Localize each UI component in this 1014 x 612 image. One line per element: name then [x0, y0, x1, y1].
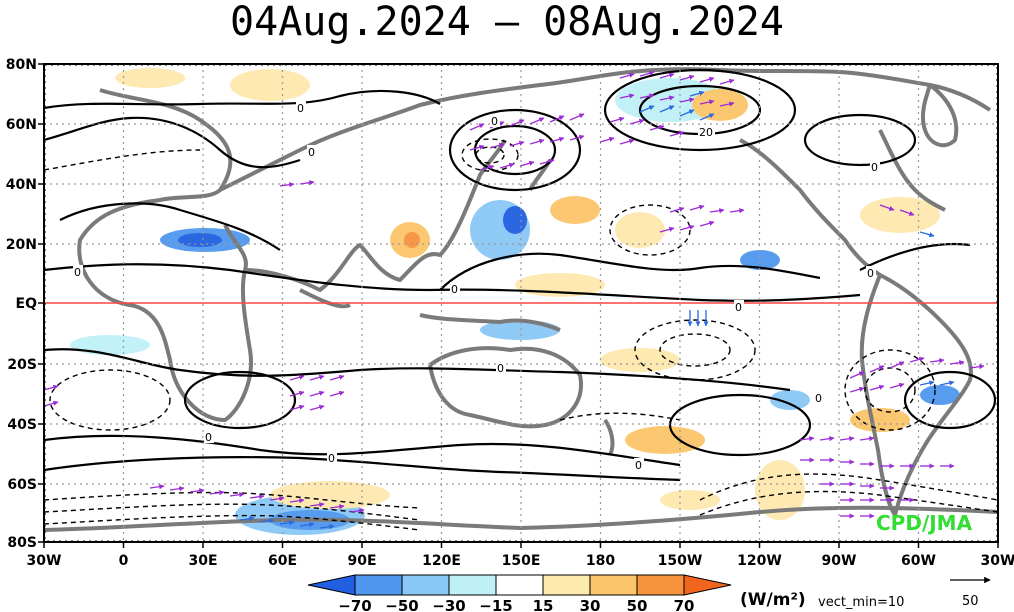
lon-label: 60W [901, 553, 936, 569]
colorbar-tick: 30 [580, 597, 601, 612]
lon-label: 30W [27, 553, 62, 569]
contour-label: 0 [735, 301, 742, 314]
lon-label: 30E [188, 553, 217, 569]
colorbar-segment [636, 574, 685, 596]
colorbar-segment [495, 574, 544, 596]
colorbar-segment [307, 574, 356, 596]
lon-label: 150E [502, 553, 541, 569]
lon-label: 120W [737, 553, 782, 569]
contour-label: 0 [867, 267, 874, 280]
lat-label: 20S [7, 357, 37, 373]
lon-label: 180 [586, 553, 615, 569]
contour-label: 0 [205, 431, 212, 444]
flux-vectors [44, 70, 985, 519]
contour-label: 0 [635, 459, 642, 472]
contour-label: 0 [74, 266, 81, 279]
colorbar-tick: −30 [432, 597, 465, 612]
lat-label: 40S [7, 417, 37, 433]
colorbar-segment [401, 574, 450, 596]
lat-label: 80N [6, 57, 37, 73]
lat-label: 60S [7, 477, 37, 493]
contour-label: 0 [497, 362, 504, 375]
colorbar-tick: 70 [674, 597, 695, 612]
colorbar-tick: −15 [479, 597, 512, 612]
contours-dashed [44, 138, 998, 531]
reference-vector-value: 50 [962, 594, 979, 609]
lon-label: 60E [268, 553, 297, 569]
colorbar-segment [542, 574, 591, 596]
lat-label: 20N [6, 237, 37, 253]
colorbar-tick: 15 [533, 597, 554, 612]
contour-label: 0 [308, 146, 315, 159]
contour-label: 0 [815, 392, 822, 405]
lat-label: 40N [6, 177, 37, 193]
lat-label: 80S [7, 535, 37, 551]
lat-label: EQ [16, 296, 38, 312]
colorbar-segment [683, 574, 732, 596]
vector-min-label: vect_min=10 [818, 595, 905, 610]
contour-label: 0 [871, 161, 878, 174]
lon-label: 30W [981, 553, 1014, 569]
credit-label: CPD/JMA [876, 511, 973, 535]
colorbar-segment [354, 574, 403, 596]
contour-label: 20 [699, 126, 713, 139]
contour-label: 0 [451, 283, 458, 296]
colorbar-tick: −70 [338, 597, 371, 612]
lon-label: 90W [822, 553, 857, 569]
colorbar-tick: 50 [627, 597, 648, 612]
lon-label: 150W [658, 553, 703, 569]
axis-ticks [38, 63, 999, 548]
lon-label: 120E [422, 553, 461, 569]
lat-label: 60N [6, 117, 37, 133]
lon-label: 90E [347, 553, 376, 569]
colorbar [307, 574, 732, 596]
contour-label: 0 [491, 115, 498, 128]
contour-labels: 0 0 0 0 0 0 0 0 0 0 0 0 0 20 [73, 101, 880, 472]
colorbar-tick: −50 [385, 597, 418, 612]
figure-title: 04Aug.2024 – 08Aug.2024 [230, 0, 784, 45]
colorbar-segment [448, 574, 497, 596]
contour-label: 0 [297, 102, 304, 115]
colorbar-segment [589, 574, 638, 596]
strong-flux-vectors [239, 90, 955, 530]
colorbar-units: (W/m²) [740, 590, 806, 610]
lon-label: 0 [119, 553, 129, 569]
contour-label: 0 [328, 452, 335, 465]
